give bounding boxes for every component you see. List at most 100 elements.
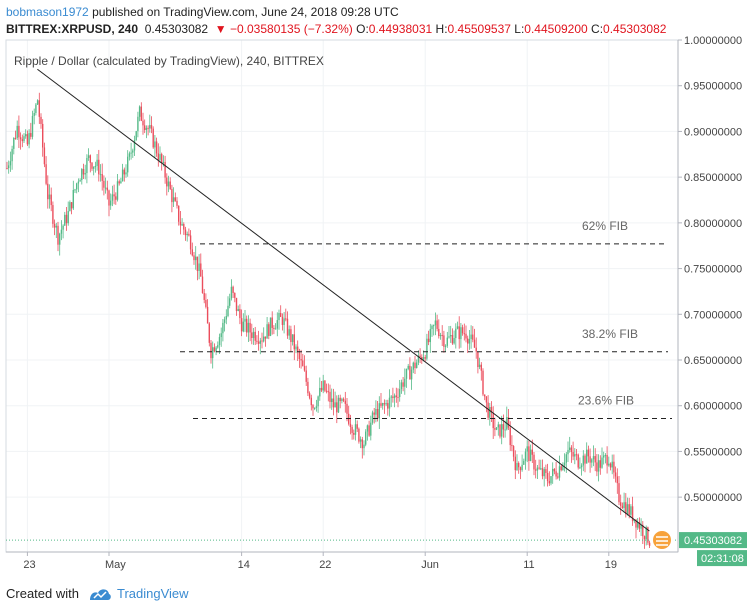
price-chart[interactable]: 62% FIB 38.2% FIB 23.6% FIB Ripple / Dolla… <box>0 0 755 578</box>
price-axis[interactable]: 1.00000000 0.95000000 0.90000000 0.85000000… <box>678 35 742 504</box>
y-tick-label: 0.80000000 <box>684 218 742 230</box>
candle-body <box>553 468 556 472</box>
candle-body <box>455 328 457 339</box>
candle-body <box>631 506 634 522</box>
tradingview-logo-icon <box>90 589 111 600</box>
candle-body <box>103 180 105 188</box>
candle-body <box>543 469 545 477</box>
chart-header: bobmason1972 published on TradingView.co… <box>0 0 755 40</box>
candle-body <box>456 326 459 329</box>
candle-body <box>240 318 243 332</box>
x-tick-label: May <box>105 559 126 571</box>
candle-body <box>310 397 312 406</box>
candle-body <box>444 345 447 347</box>
time-axis[interactable]: 23 May 14 22 Jun 11 19 <box>23 552 617 571</box>
candle-body <box>33 112 35 116</box>
candle-body <box>120 181 122 184</box>
candle-body <box>569 447 571 450</box>
candle-body <box>395 395 397 397</box>
candle-body <box>319 387 321 397</box>
candle-body <box>133 140 136 151</box>
candle-body <box>509 427 511 446</box>
author-link[interactable]: bobmason1972 <box>6 5 89 19</box>
candle-body <box>157 153 159 160</box>
candle-body <box>45 164 47 184</box>
candle-body <box>196 256 199 272</box>
candle-body <box>591 459 593 463</box>
symbol-label: BITTREX:XRPUSD, 240 <box>6 22 139 36</box>
candle-body <box>21 139 23 142</box>
candle-body <box>416 362 418 369</box>
candle-body <box>263 336 265 342</box>
candle-body <box>519 467 522 471</box>
candle-body <box>256 340 258 342</box>
candle-body <box>601 457 603 468</box>
candle-body <box>89 155 91 163</box>
candle-body <box>176 200 178 206</box>
fib-label: 38.2% FIB <box>582 327 638 341</box>
candle-body <box>620 502 622 506</box>
candle-body <box>87 155 90 158</box>
candle-body <box>331 398 333 403</box>
candle-body <box>562 465 564 471</box>
candle-body <box>179 221 182 226</box>
candle-body <box>387 403 389 409</box>
candle-body <box>567 449 569 455</box>
candle-body <box>295 346 297 350</box>
candle-body <box>69 202 71 212</box>
candle-body <box>25 134 27 137</box>
candle-body <box>487 402 489 418</box>
candle-body <box>524 451 527 461</box>
candle-body <box>325 390 328 392</box>
candle-body <box>589 456 591 463</box>
candle-body <box>625 502 627 515</box>
candle-body <box>450 335 452 337</box>
candle-body <box>234 293 236 298</box>
candle-body <box>586 449 588 464</box>
candle-body <box>257 341 260 344</box>
candle-body <box>407 365 409 369</box>
candle-body <box>57 225 59 245</box>
candle-body <box>144 125 146 131</box>
candle-body <box>511 445 513 447</box>
tradingview-link[interactable]: TradingView <box>117 586 189 601</box>
candle-body <box>409 365 411 380</box>
candle-body <box>297 346 299 353</box>
candle-body <box>145 127 148 131</box>
candle-body <box>137 116 139 132</box>
candle-body <box>480 364 482 371</box>
candle-body <box>239 309 241 319</box>
candle-body <box>584 455 586 464</box>
candle-body <box>235 297 238 311</box>
candle-body <box>363 444 365 449</box>
candle-body <box>98 159 100 175</box>
candle-body <box>8 165 10 169</box>
candle-body <box>582 455 584 466</box>
candle-body <box>167 181 170 187</box>
candle-body <box>597 460 600 472</box>
candle-body <box>354 424 357 435</box>
trendline[interactable] <box>37 68 650 532</box>
candle-body <box>494 428 496 430</box>
candle-body <box>113 194 115 197</box>
candle-body <box>286 318 289 336</box>
candle-body <box>507 417 510 428</box>
candle-body <box>104 187 107 189</box>
candle-body <box>495 427 498 430</box>
candle-body <box>577 454 579 468</box>
candle-body <box>570 447 573 453</box>
last-price-tag <box>679 532 747 549</box>
candle-body <box>502 424 505 430</box>
flag-icon <box>651 529 673 551</box>
candle-body <box>116 181 119 200</box>
candle-body <box>414 362 416 369</box>
candle-body <box>183 224 185 230</box>
candle-body <box>402 382 404 387</box>
candle-body <box>191 249 193 256</box>
candle-body <box>521 464 523 471</box>
candle-body <box>535 469 537 471</box>
candle-body <box>130 152 132 154</box>
candle-body <box>84 173 86 175</box>
candle-body <box>161 154 163 163</box>
candle-body <box>557 476 559 478</box>
